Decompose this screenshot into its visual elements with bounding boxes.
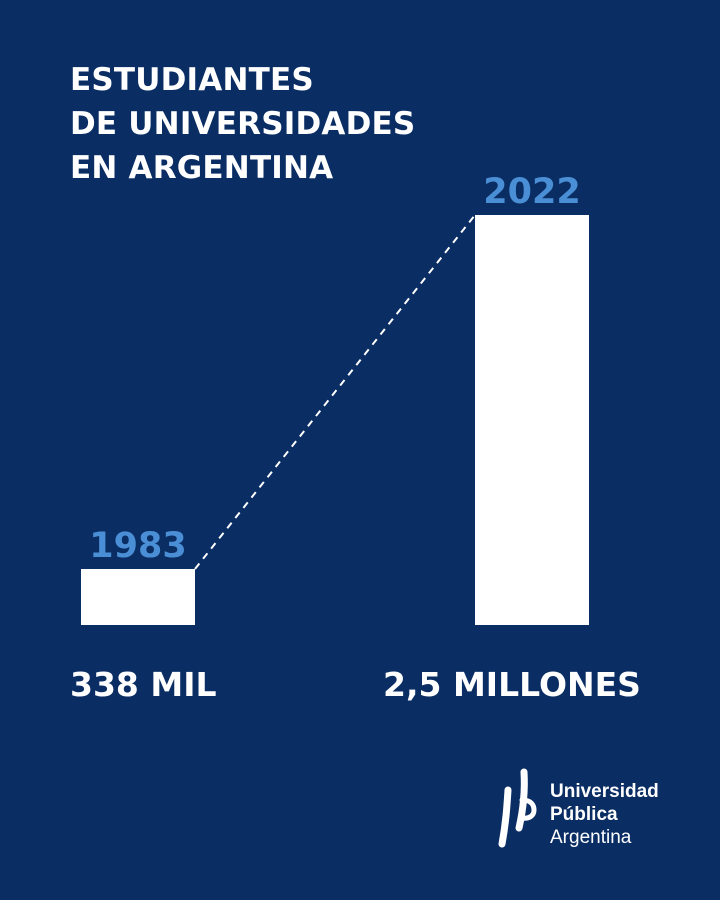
logo-line-2: Pública [550, 804, 618, 825]
value-label-1983: 338 MIL [70, 665, 217, 704]
title-line-3: EN ARGENTINA [70, 150, 334, 186]
bar-2022 [475, 215, 589, 625]
logo-line-3: Argentina [550, 827, 632, 848]
chart-title: ESTUDIANTES DE UNIVERSIDADES EN ARGENTIN… [70, 58, 415, 190]
title-line-1: ESTUDIANTES [70, 62, 314, 98]
universidad-publica-logo: Universidad Pública Argentina [494, 766, 694, 856]
year-label-1983: 1983 [89, 526, 186, 566]
bar-1983 [81, 569, 195, 625]
year-label-2022: 2022 [483, 172, 580, 212]
upa-logo-icon [498, 768, 537, 848]
connector-line [194, 214, 476, 570]
value-label-2022: 2,5 MILLONES [383, 665, 641, 704]
logo-text: Universidad Pública Argentina [550, 780, 659, 849]
logo-line-1: Universidad [550, 781, 659, 802]
title-line-2: DE UNIVERSIDADES [70, 106, 416, 142]
